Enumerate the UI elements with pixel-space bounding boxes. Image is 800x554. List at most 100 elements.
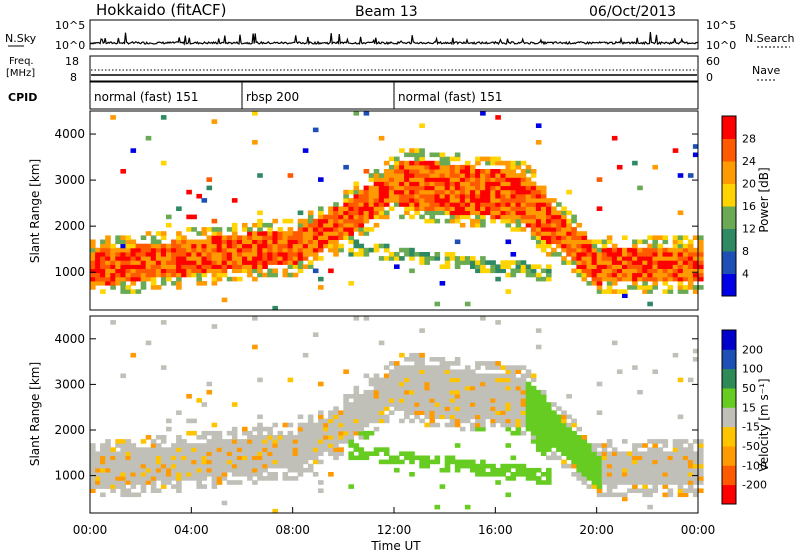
velocity-cell [343, 418, 349, 424]
velocity-cell [429, 381, 436, 387]
power-cell [150, 264, 157, 269]
velocity-cell [444, 402, 451, 407]
velocity-cell [399, 451, 405, 456]
power-cell [637, 276, 643, 282]
velocity-cell [485, 463, 491, 469]
velocity-cell [591, 443, 598, 448]
power-cell [672, 243, 679, 249]
power-cell [404, 169, 410, 174]
power-cell [556, 239, 562, 245]
power-cell [627, 260, 633, 265]
velocity-cell [454, 389, 461, 395]
velocity-cell [368, 398, 375, 403]
velocity-cell [444, 365, 451, 370]
power-cell [231, 231, 238, 236]
velocity-cell [520, 394, 527, 399]
velocity-cell [480, 389, 486, 395]
velocity-cell [287, 451, 294, 456]
power-cell [383, 243, 390, 249]
power-cell [459, 189, 466, 195]
power-cell [221, 256, 228, 261]
velocity-cell [530, 394, 537, 399]
power-cell [449, 189, 456, 195]
power-cell [120, 252, 126, 257]
velocity-cell [231, 472, 238, 477]
power-cell [480, 210, 486, 216]
power-cell [510, 169, 517, 174]
velocity-cell [409, 389, 415, 395]
power-cell [130, 260, 137, 265]
velocity-colorbar-tick-label: -50 [742, 440, 760, 453]
velocity-cell [394, 361, 400, 366]
velocity-cell [510, 472, 517, 477]
velocity-cell [454, 369, 461, 374]
power-cell [510, 181, 517, 187]
velocity-cell [647, 463, 653, 469]
power-cell [252, 268, 258, 274]
power-cell [500, 264, 506, 269]
velocity-cell [657, 459, 664, 465]
power-cell [495, 206, 501, 211]
power-cell [252, 235, 258, 240]
power-cell [459, 173, 466, 178]
velocity-cell [373, 385, 380, 391]
velocity-cell [201, 451, 208, 456]
velocity-cell [454, 467, 461, 473]
velocity-cell [318, 447, 324, 452]
power-cell [140, 268, 147, 274]
power-cell [120, 256, 126, 261]
velocity-cell [434, 365, 441, 370]
power-cell [657, 276, 664, 282]
power-cell [647, 256, 653, 261]
velocity-cell [166, 476, 172, 481]
power-cell [206, 260, 213, 265]
velocity-cell [637, 451, 643, 456]
power-cell [596, 247, 603, 253]
velocity-cell [368, 418, 375, 424]
power-cell [383, 202, 390, 207]
velocity-cell [378, 377, 385, 383]
velocity-cell [632, 484, 638, 489]
power-cell [561, 235, 567, 240]
power-cell [485, 198, 491, 203]
power-cell [90, 239, 96, 245]
power-cell [186, 264, 192, 269]
power-cell [627, 252, 633, 257]
velocity-cell [267, 476, 273, 481]
velocity-cell [292, 455, 299, 461]
power-cell [505, 193, 512, 199]
power-cell [267, 268, 273, 274]
power-cell [657, 247, 664, 253]
velocity-cell [231, 463, 238, 469]
power-cell [409, 198, 415, 203]
velocity-cell [312, 332, 319, 337]
velocity-cell [166, 459, 172, 465]
power-cell [444, 160, 451, 166]
velocity-cell [470, 385, 476, 391]
velocity-cell [409, 402, 415, 407]
velocity-cell [414, 385, 420, 391]
power-cell [495, 173, 501, 178]
power-cell [211, 276, 218, 282]
power-cell [135, 243, 142, 249]
velocity-cell [515, 418, 522, 424]
power-cell [556, 218, 562, 224]
power-cell [100, 252, 106, 257]
power-cell [297, 256, 304, 261]
velocity-cell [242, 447, 248, 452]
velocity-cell [535, 435, 542, 440]
velocity-colorbar-tick-label: 15 [742, 401, 756, 414]
velocity-cell [632, 480, 638, 485]
velocity-cell [444, 455, 451, 461]
power-cell [105, 247, 111, 253]
velocity-cell [530, 385, 537, 391]
power-cell [520, 202, 527, 207]
velocity-cell [561, 463, 567, 469]
velocity-cell [186, 418, 192, 424]
velocity-cell [145, 476, 152, 481]
power-cell [561, 247, 567, 253]
power-cell [520, 210, 527, 216]
velocity-cell [252, 443, 258, 448]
power-cell [470, 181, 476, 187]
velocity-cell [388, 385, 395, 391]
